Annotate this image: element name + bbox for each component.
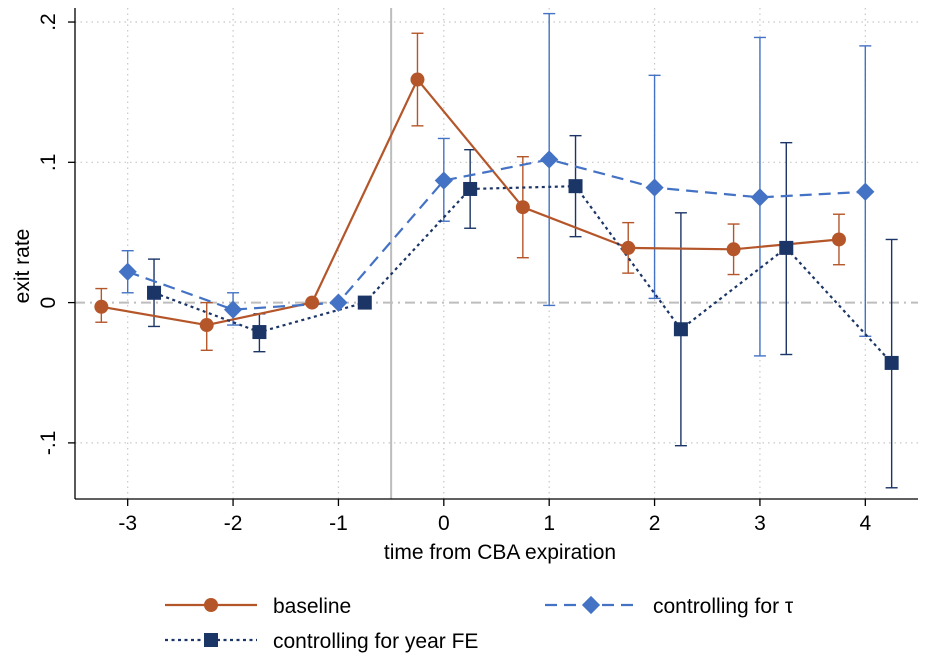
series-line (153, 185, 893, 364)
data-point-diamond (750, 188, 770, 207)
data-point-circle (726, 242, 741, 257)
data-point-diamond (540, 150, 559, 169)
y-tick-label: -.1 (37, 431, 60, 456)
data-point-diamond (434, 171, 453, 190)
legend-label: baseline (273, 595, 351, 618)
x-tick-label: 0 (438, 512, 450, 535)
data-point-circle (831, 232, 846, 247)
confidence-intervals (95, 12, 898, 489)
axes (68, 8, 918, 506)
x-tick-label: 4 (859, 512, 871, 535)
data-point-square (568, 179, 583, 194)
series-line (101, 78, 840, 327)
x-tick-label: 2 (649, 512, 661, 535)
data-point-circle (305, 295, 320, 310)
data-point-square (673, 322, 688, 337)
x-tick-label: 3 (754, 512, 766, 535)
x-tick-label: -1 (329, 512, 348, 535)
data-point-diamond (223, 300, 243, 319)
data-point-circle (204, 598, 218, 612)
data-point-diamond (118, 262, 137, 281)
y-tick-label: 0 (37, 297, 60, 309)
x-tick-label: -3 (118, 512, 137, 535)
legend-label: controlling for year FE (273, 630, 478, 653)
series-lines (101, 78, 893, 364)
y-tick-label: .1 (37, 154, 60, 172)
data-point-square (779, 240, 794, 255)
data-point-diamond (581, 595, 601, 615)
data-point-diamond (856, 182, 875, 201)
data-point-circle (410, 72, 425, 87)
data-point-circle (515, 200, 530, 215)
tick-labels: -.1 0 .1 .2 -3 -2 -1 0 1 2 3 4 (37, 13, 871, 535)
legend-label: controlling for τ (653, 595, 794, 618)
legend: baseline controlling for τ controlling for… (165, 595, 794, 653)
x-tick-label: -2 (224, 512, 243, 535)
data-point-square (252, 325, 267, 340)
data-point-square (357, 295, 372, 310)
y-tick-label: .2 (37, 13, 60, 31)
series-markers (94, 72, 899, 370)
data-point-circle (621, 240, 636, 255)
x-axis-title: time from CBA expiration (384, 541, 616, 564)
data-point-square (884, 355, 899, 370)
data-point-square (204, 633, 218, 647)
data-point-square (463, 181, 478, 196)
y-axis-title: exit rate (11, 229, 34, 304)
data-point-circle (199, 318, 214, 333)
x-tick-label: 1 (543, 512, 555, 535)
series-line (127, 158, 866, 311)
reference-lines (75, 8, 918, 499)
data-point-diamond (645, 178, 664, 197)
data-point-diamond (329, 293, 348, 312)
data-point-circle (94, 299, 109, 314)
data-point-square (147, 285, 162, 300)
